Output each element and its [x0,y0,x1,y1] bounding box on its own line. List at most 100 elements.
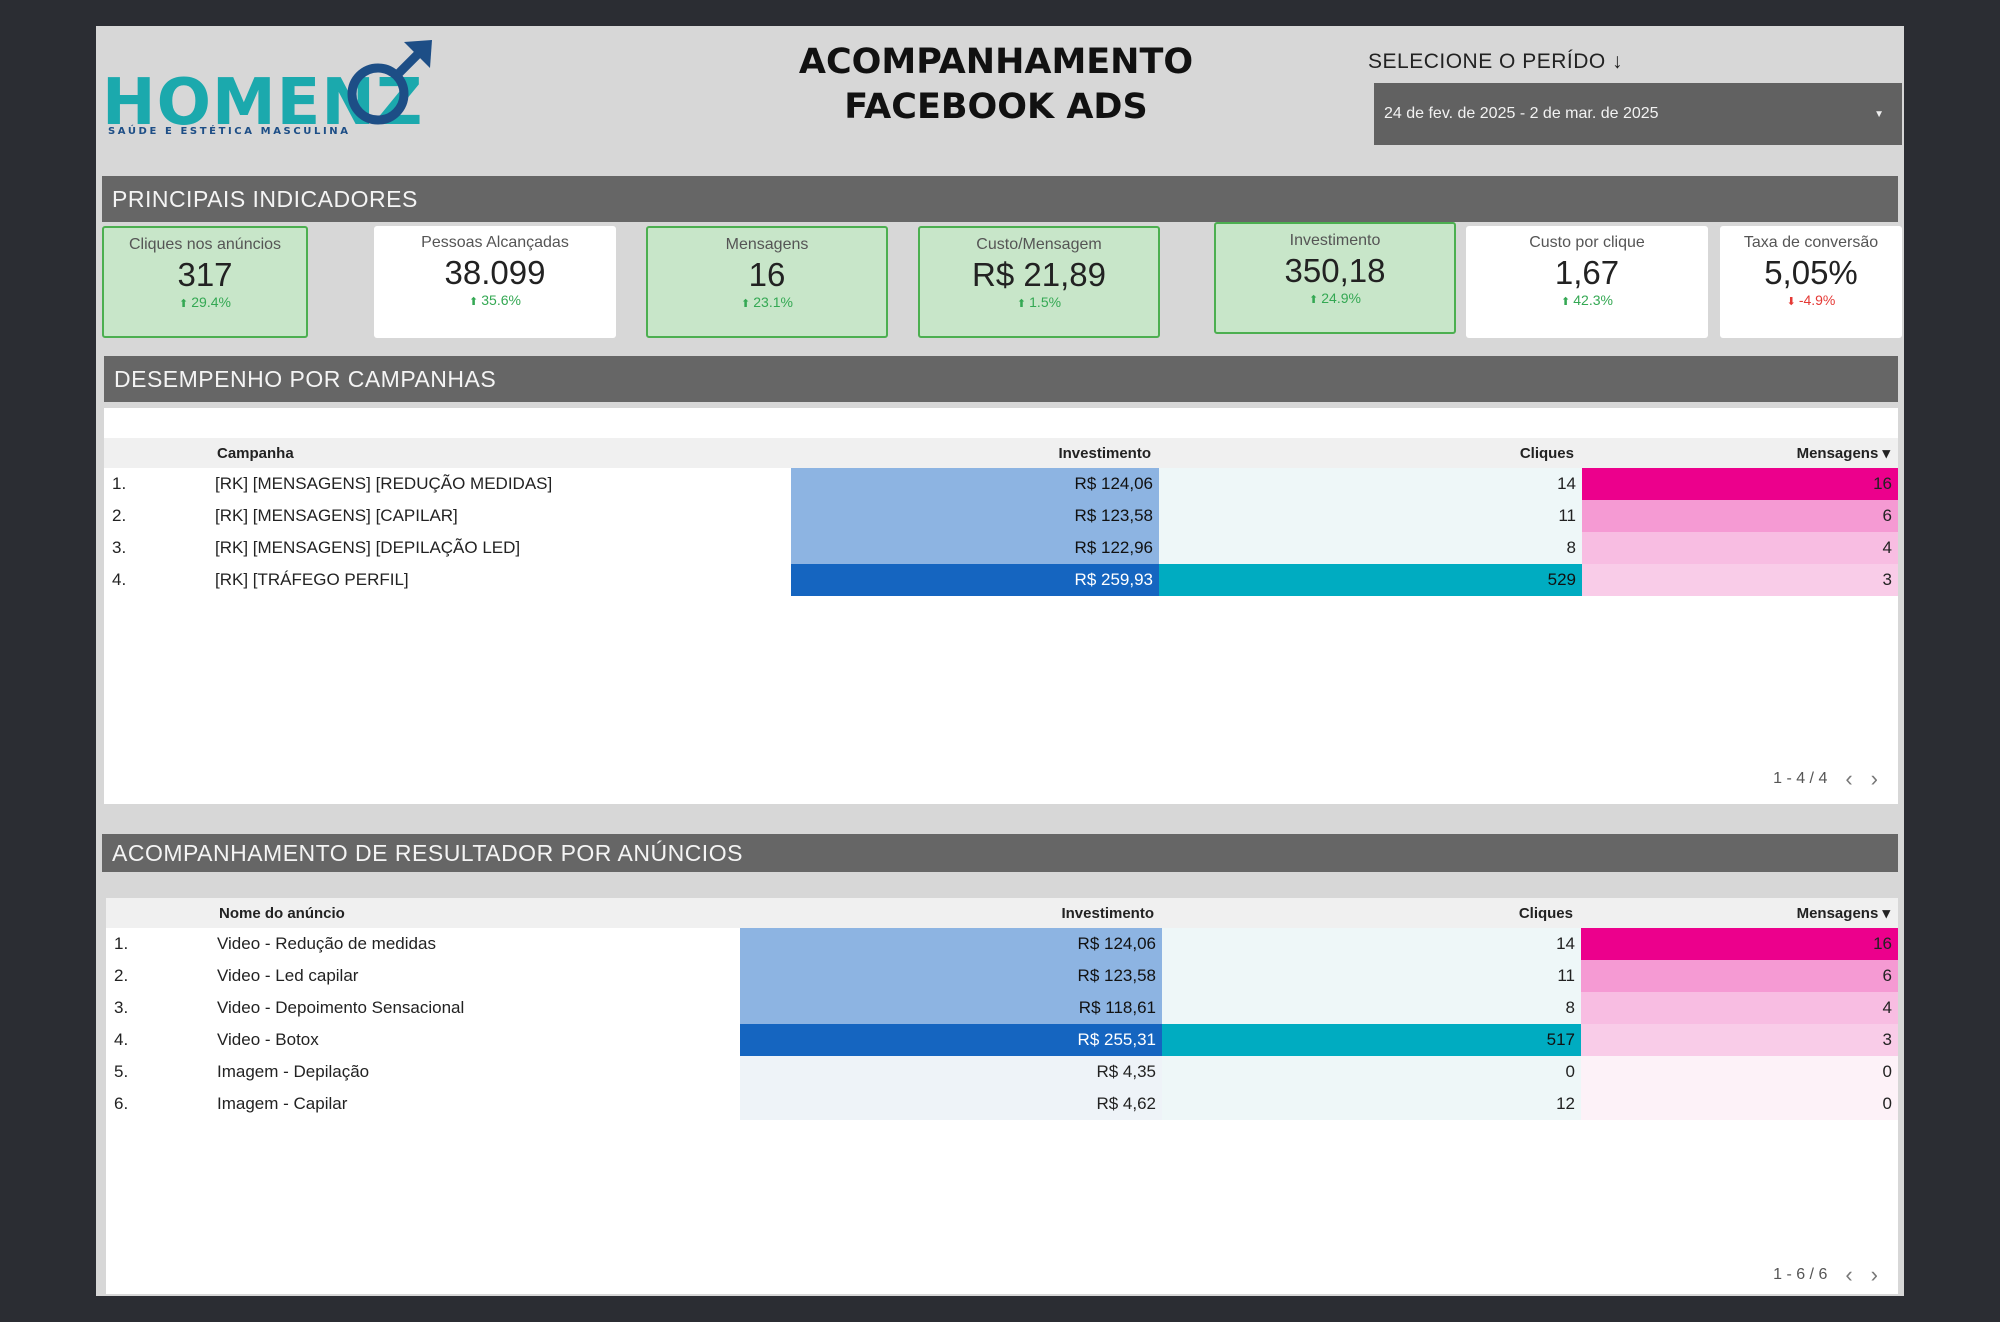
kpi-card: Custo por clique 1,67 ⬆ 42.3% [1466,226,1708,338]
campaigns-table: Campanha Investimento Cliques Mensagens … [104,438,1898,596]
arrow-up-icon: ⬆ [1561,296,1571,308]
kpi-delta-value: 35.6% [481,292,521,308]
row-investment: R$ 4,35 [740,1056,1162,1088]
row-name: [RK] [TRÁFEGO PERFIL] [215,570,409,589]
kpi-card: Custo/Mensagem R$ 21,89 ⬆ 1.5% [918,226,1160,338]
table-row[interactable]: 6. Imagem - Capilar R$ 4,62 12 0 [106,1088,1898,1120]
table-row[interactable]: 3. Video - Depoimento Sensacional R$ 118,6… [106,992,1898,1024]
mars-symbol-icon [347,40,432,125]
arrow-down-icon: ⬇ [1786,296,1796,308]
row-name: [RK] [MENSAGENS] [CAPILAR] [215,506,458,525]
col-header-messages[interactable]: Mensagens ▾ [1581,898,1898,928]
row-name: Video - Botox [217,1030,319,1049]
row-messages: 3 [1582,564,1898,596]
kpi-value: R$ 21,89 [972,256,1106,293]
table-row[interactable]: 2. Video - Led capilar R$ 123,58 11 6 [106,960,1898,992]
col-header-campaign[interactable]: Campanha [209,438,791,468]
kpi-label: Investimento [1289,232,1381,249]
row-investment: R$ 259,93 [791,564,1159,596]
row-clicks: 11 [1162,960,1581,992]
col-header-investment[interactable]: Investimento [740,898,1162,928]
row-name: Video - Depoimento Sensacional [217,998,465,1017]
arrow-up-icon: ⬆ [1016,298,1027,310]
dropdown-caret-icon: ▼ [1874,108,1884,120]
row-name: Imagem - Depilação [217,1062,370,1081]
row-index: 3. [114,998,129,1017]
row-clicks: 8 [1159,532,1582,564]
kpi-card: Investimento 350,18 ⬆ 24.9% [1214,222,1456,334]
row-messages: 0 [1581,1088,1898,1120]
next-page-icon[interactable]: › [1870,766,1878,791]
row-clicks: 12 [1162,1088,1581,1120]
kpi-delta-value: 29.4% [191,294,231,310]
row-index: 4. [114,1030,129,1049]
arrow-up-icon: ⬆ [179,298,189,310]
kpi-value: 1,67 [1554,254,1620,291]
date-range-value: 24 de fev. de 2025 - 2 de mar. de 2025 [1384,105,1659,122]
table-header-row: Nome do anúncio Investimento Cliques Men… [106,898,1898,928]
row-index: 3. [112,538,127,557]
section-bar-ads: ACOMPANHAMENTO DE RESULTADOR POR ANÚNCIO… [102,834,1898,872]
row-name: Video - Led capilar [217,966,359,985]
row-investment: R$ 123,58 [791,500,1159,532]
table-row[interactable]: 3. [RK] [MENSAGENS] [DEPILAÇÃO LED] R$ 122… [104,532,1898,564]
arrow-up-icon: ⬆ [1309,294,1319,306]
table-row[interactable]: 1. [RK] [MENSAGENS] [REDUÇÃO MEDIDAS] R$ 1… [104,468,1898,500]
col-header-clicks[interactable]: Cliques [1162,898,1581,928]
col-header-investment[interactable]: Investimento [791,438,1159,468]
col-header-clicks[interactable]: Cliques [1159,438,1582,468]
row-index: 5. [114,1062,129,1081]
row-clicks: 14 [1159,468,1582,500]
col-header-messages[interactable]: Mensagens ▾ [1582,438,1898,468]
row-clicks: 517 [1162,1024,1581,1056]
row-clicks: 11 [1159,500,1582,532]
prev-page-icon[interactable]: ‹ [1845,766,1853,791]
table-header-row: Campanha Investimento Cliques Mensagens … [104,438,1898,468]
row-index: 1. [112,474,127,493]
col-header-index [104,438,209,468]
kpi-delta: ⬆ 1.5% [920,294,1158,310]
table-row[interactable]: 1. Video - Redução de medidas R$ 124,06 14 1… [106,928,1898,960]
table-row[interactable]: 4. [RK] [TRÁFEGO PERFIL] R$ 259,93 529 3 [104,564,1898,596]
ads-table-panel: Nome do anúncio Investimento Cliques Men… [106,898,1898,1294]
kpi-delta-value: 42.3% [1573,292,1613,308]
row-name: [RK] [MENSAGENS] [REDUÇÃO MEDIDAS] [215,474,553,493]
row-index: 2. [114,966,129,985]
kpi-label: Custo por clique [1529,234,1645,251]
dashboard-page: HOMENZ SAÚDE E ESTÉTICA MASCULINA ACOMPA… [96,26,1904,1296]
row-messages: 4 [1582,532,1898,564]
pagination-range: 1 - 6 / 6 [1773,1266,1828,1283]
row-index: 1. [114,934,129,953]
kpi-label: Taxa de conversão [1743,234,1879,251]
title-line-2: FACEBOOK ADS [844,87,1148,127]
kpi-value: 38.099 [444,254,546,291]
kpi-value: 317 [177,256,233,293]
campaigns-pagination: 1 - 4 / 4 ‹ › [1773,768,1878,790]
table-row[interactable]: 4. Video - Botox R$ 255,31 517 3 [106,1024,1898,1056]
campaigns-table-panel: Campanha Investimento Cliques Mensagens … [104,408,1898,804]
table-row[interactable]: 5. Imagem - Depilação R$ 4,35 0 0 [106,1056,1898,1088]
row-clicks: 529 [1159,564,1582,596]
row-clicks: 0 [1162,1056,1581,1088]
row-messages: 0 [1581,1056,1898,1088]
row-name: [RK] [MENSAGENS] [DEPILAÇÃO LED] [215,538,521,557]
kpi-card: Cliques nos anúncios 317 ⬆ 29.4% [102,226,308,338]
date-range-picker[interactable]: 24 de fev. de 2025 - 2 de mar. de 2025 ▼ [1374,83,1902,145]
row-investment: R$ 4,62 [740,1088,1162,1120]
kpi-delta: ⬆ 24.9% [1216,290,1454,306]
row-messages: 6 [1581,960,1898,992]
kpi-delta: ⬆ 29.4% [104,294,306,310]
kpi-label: Mensagens [725,236,809,253]
kpi-delta: ⬆ 42.3% [1466,292,1708,308]
col-header-ad-name[interactable]: Nome do anúncio [211,898,740,928]
table-row[interactable]: 2. [RK] [MENSAGENS] [CAPILAR] R$ 123,58 11 6 [104,500,1898,532]
kpi-delta: ⬆ 23.1% [648,294,886,310]
row-messages: 16 [1582,468,1898,500]
kpi-delta: ⬇ -4.9% [1720,292,1902,308]
row-name: Video - Redução de medidas [217,934,436,953]
next-page-icon[interactable]: › [1870,1262,1878,1287]
section-bar-indicators: PRINCIPAIS INDICADORES [102,176,1898,222]
prev-page-icon[interactable]: ‹ [1845,1262,1853,1287]
kpi-delta-value: 23.1% [753,294,793,310]
title-line-1: ACOMPANHAMENTO [798,42,1194,82]
